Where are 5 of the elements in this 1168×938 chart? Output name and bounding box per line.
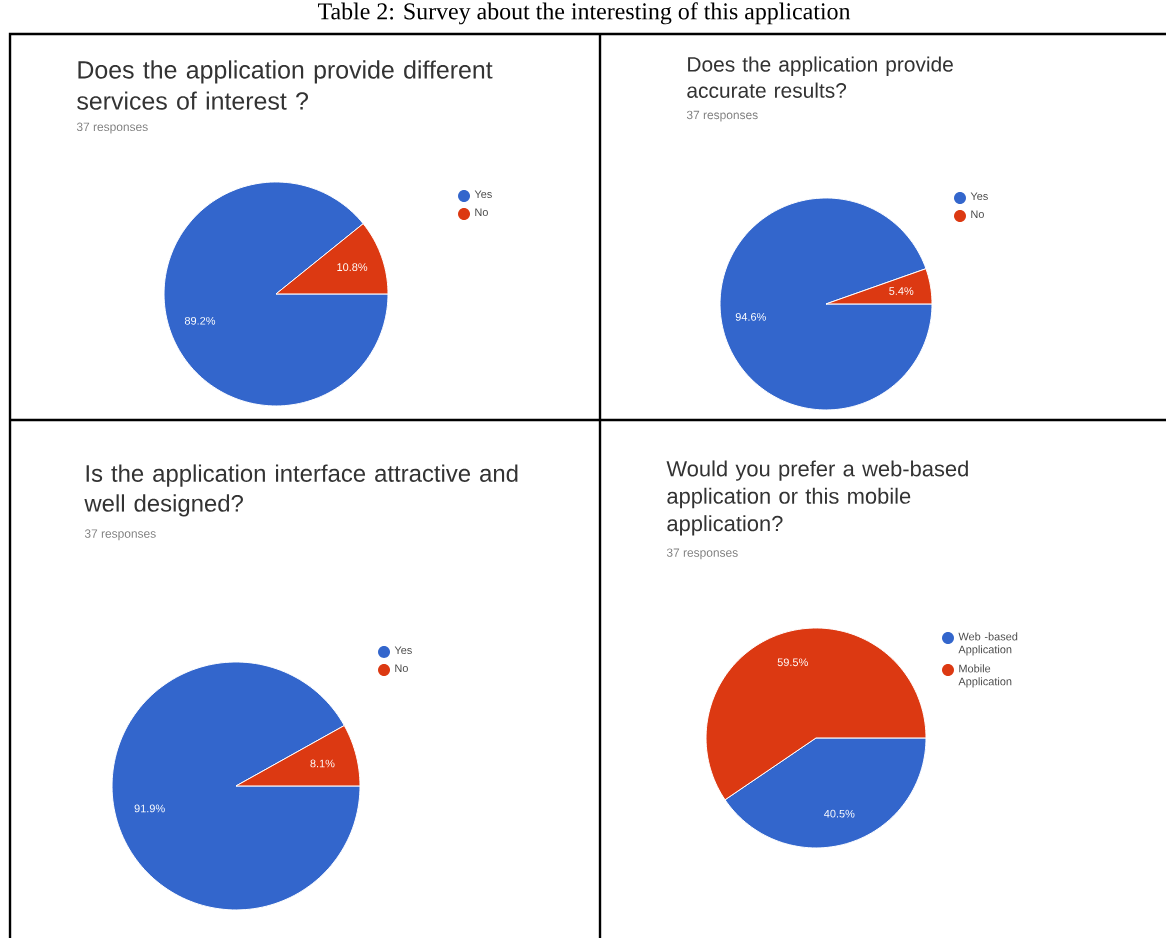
chart-title: Does the application provide different services of interest ? — [77, 60, 493, 110]
chart-title: Is the application interface attractive and well designed? — [84, 464, 518, 517]
chart-title: Does the application provide accurate results? — [687, 56, 953, 98]
caption: Table 2: Survey about the interesting of this application — [318, 2, 851, 25]
chart-title: Would you prefer a web-based application or this mobile application? — [666, 460, 968, 536]
